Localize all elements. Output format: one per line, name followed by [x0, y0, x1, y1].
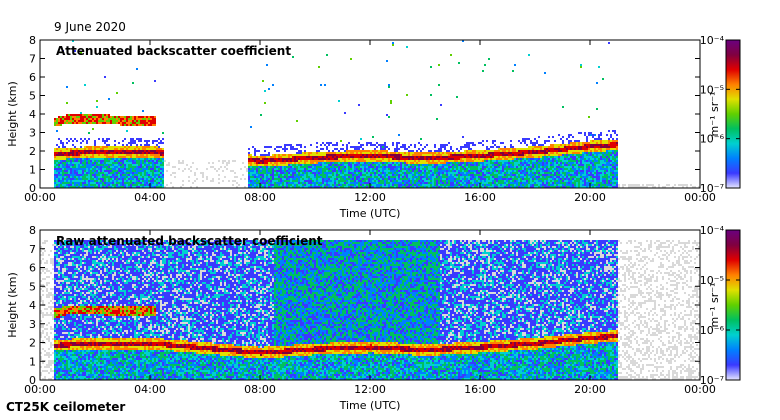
y-tick-label: 2	[29, 145, 36, 158]
colorbar-tick-label: 10⁻⁴	[700, 224, 725, 237]
colorbar	[725, 229, 741, 381]
x-tick-label: 00:00	[24, 191, 56, 204]
chart-title: Attenuated backscatter coefficient	[56, 44, 291, 58]
y-tick-label: 7	[29, 243, 36, 256]
heatmap-cells	[40, 240, 700, 380]
y-tick-label: 4	[29, 108, 36, 121]
x-tick-label: 04:00	[134, 383, 166, 396]
date-label: 9 June 2020	[54, 20, 126, 34]
y-tick-label: 8	[29, 34, 36, 47]
y-tick-label: 0	[29, 182, 36, 195]
y-tick-label: 4	[29, 299, 36, 312]
x-tick-label: 16:00	[464, 191, 496, 204]
y-tick-label: 0	[29, 374, 36, 387]
x-tick-label: 00:00	[684, 383, 716, 396]
x-axis-label: Time (UTC)	[339, 207, 401, 220]
y-tick-label: 6	[29, 262, 36, 275]
colorbar-tick-label: 10⁻⁶	[700, 133, 725, 146]
instrument-label: CT25K ceilometer	[6, 400, 125, 414]
y-tick-label: 3	[29, 127, 36, 140]
colorbar	[725, 39, 741, 189]
x-tick-label: 12:00	[354, 191, 386, 204]
heatmap-cells	[54, 40, 700, 188]
y-axis-label: Height (km)	[6, 272, 19, 338]
y-tick-label: 7	[29, 53, 36, 66]
y-tick-label: 1	[29, 355, 36, 368]
y-tick-label: 1	[29, 164, 36, 177]
colorbar-tick-label: 10⁻⁵	[700, 83, 724, 96]
y-tick-label: 2	[29, 337, 36, 350]
x-tick-label: 16:00	[464, 383, 496, 396]
colorbar-tick-label: 10⁻⁶	[700, 324, 725, 337]
x-tick-label: 12:00	[354, 383, 386, 396]
x-tick-label: 08:00	[244, 383, 276, 396]
colorbar-tick-label: 10⁻⁷	[700, 374, 724, 387]
panel-2: Raw attenuated backscatter coefficient 0 1…	[6, 224, 741, 412]
colorbar-tick-label: 10⁻⁴	[700, 34, 725, 47]
colorbar-label: m⁻¹ sr⁻¹	[708, 92, 721, 137]
colorbar-label: m⁻¹ sr⁻¹	[708, 283, 721, 328]
y-tick-label: 8	[29, 224, 36, 237]
y-tick-label: 5	[29, 280, 36, 293]
x-tick-label: 08:00	[244, 191, 276, 204]
colorbar-tick-label: 10⁻⁵	[700, 274, 724, 287]
x-tick-label: 00:00	[24, 383, 56, 396]
y-axis-label: Height (km)	[6, 81, 19, 147]
x-tick-label: 00:00	[684, 191, 716, 204]
x-axis-label: Time (UTC)	[339, 399, 401, 412]
colorbar-tick-label: 10⁻⁷	[700, 182, 724, 195]
x-tick-label: 20:00	[574, 191, 606, 204]
panel-1: Attenuated backscatter coefficient 0 1 2 3 4 5…	[6, 34, 741, 220]
x-tick-label: 20:00	[574, 383, 606, 396]
y-tick-label: 5	[29, 90, 36, 103]
y-tick-label: 6	[29, 71, 36, 84]
y-tick-label: 3	[29, 318, 36, 331]
x-tick-label: 04:00	[134, 191, 166, 204]
chart-title: Raw attenuated backscatter coefficient	[56, 234, 323, 248]
